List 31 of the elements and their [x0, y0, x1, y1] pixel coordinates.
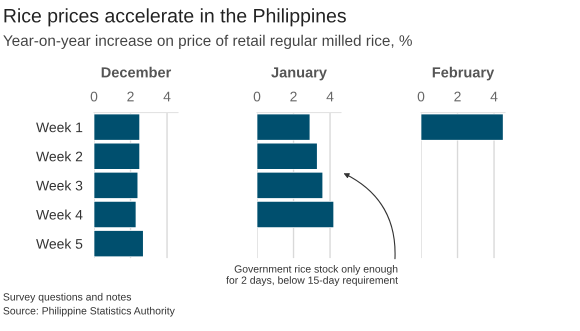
x-axis-title: January: [271, 67, 327, 80]
x-tick-label: 2: [290, 92, 297, 102]
chart-title: Rice prices accelerate in the Philippines: [4, 8, 346, 26]
bar: [257, 142, 318, 170]
x-tick-label: 4: [490, 92, 498, 102]
x-tick-label: 0: [90, 92, 98, 102]
bar: [94, 142, 140, 170]
x-tick-label: 4: [164, 92, 170, 102]
bar: [94, 230, 144, 258]
bar: [94, 114, 140, 141]
source-note: Source: Philippine Statistics Authority: [3, 306, 175, 317]
bar: [257, 114, 310, 141]
x-axis-title: December: [102, 66, 172, 78]
bar: [257, 201, 334, 228]
x-axis-title: February: [432, 66, 494, 80]
x-tick-label: 0: [254, 92, 260, 102]
bar: [94, 201, 136, 228]
y-tick-label: Week 3: [36, 180, 82, 191]
x-tick-label: 0: [418, 92, 424, 102]
x-tick-label: 4: [326, 92, 334, 102]
x-tick-label: 2: [127, 92, 134, 102]
y-tick-label: Week 2: [36, 151, 82, 162]
x-tick-label: 2: [454, 92, 461, 102]
text: Government rice stock only enough for 2 days, below 15-day requirement: [226, 265, 398, 286]
y-tick-label: Week 1: [36, 122, 82, 132]
y-tick-label: Week 5: [36, 238, 82, 249]
bar: [94, 172, 138, 199]
chart-subtitle: Year-on-year increase on price of retail regular milled rice, %: [3, 34, 412, 49]
text: Survey questions and notes: [3, 292, 132, 303]
y-tick-label: Week 4: [36, 209, 82, 220]
bar: [257, 172, 324, 199]
